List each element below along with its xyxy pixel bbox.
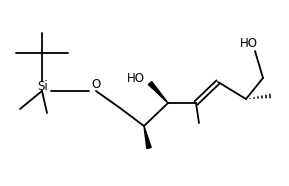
Polygon shape bbox=[144, 126, 151, 148]
Text: HO: HO bbox=[240, 36, 258, 49]
Polygon shape bbox=[148, 81, 168, 103]
Text: O: O bbox=[91, 78, 101, 91]
Text: Si: Si bbox=[38, 79, 48, 92]
Text: HO: HO bbox=[127, 71, 145, 84]
